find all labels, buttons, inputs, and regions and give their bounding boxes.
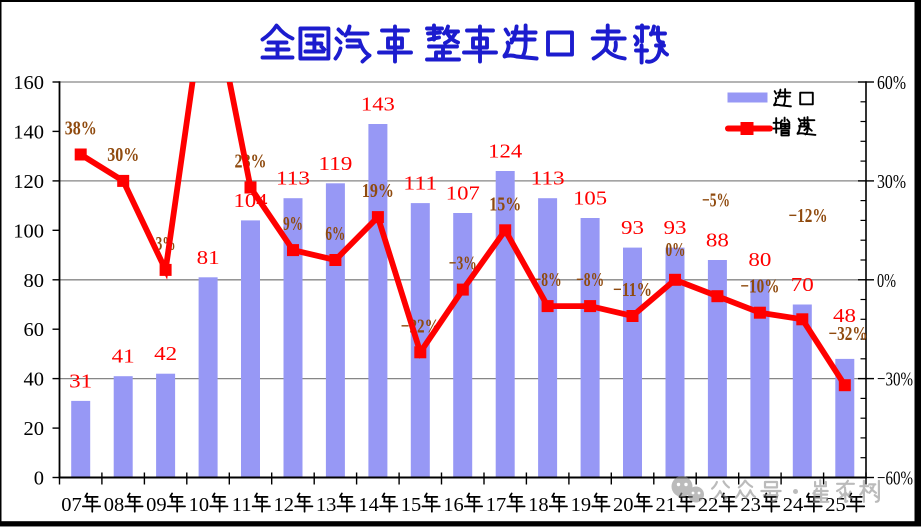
svg-text:−11%: −11% <box>613 279 652 301</box>
svg-text:−3%: −3% <box>449 253 477 275</box>
svg-text:15: 15 <box>401 494 422 516</box>
svg-text:30%: 30% <box>107 144 139 166</box>
svg-text:20: 20 <box>613 494 634 516</box>
svg-text:14: 14 <box>358 494 379 516</box>
svg-text:0%: 0% <box>666 239 686 261</box>
svg-text:11: 11 <box>232 494 252 516</box>
svg-text:19: 19 <box>571 494 592 516</box>
svg-text:28%: 28% <box>235 151 267 173</box>
svg-text:−30%: −30% <box>877 369 913 391</box>
svg-text:13: 13 <box>316 494 337 516</box>
svg-text:21: 21 <box>656 494 677 516</box>
svg-text:−12%: −12% <box>789 205 828 227</box>
svg-text:119: 119 <box>318 153 352 175</box>
svg-text:9%: 9% <box>283 213 303 235</box>
svg-text:0%: 0% <box>877 270 896 292</box>
svg-text:25: 25 <box>825 494 846 516</box>
svg-text:42: 42 <box>154 343 177 365</box>
svg-text:105: 105 <box>573 188 607 210</box>
svg-text:−32%: −32% <box>829 323 868 345</box>
svg-text:81: 81 <box>197 247 220 269</box>
svg-text:−10%: −10% <box>740 276 779 298</box>
svg-text:17: 17 <box>486 494 507 516</box>
svg-text:93: 93 <box>664 217 687 239</box>
svg-text:0: 0 <box>34 468 44 490</box>
svg-text:107: 107 <box>446 183 480 205</box>
svg-text:93: 93 <box>621 217 644 239</box>
svg-text:19%: 19% <box>362 180 394 202</box>
svg-text:124: 124 <box>488 141 522 163</box>
svg-text:16: 16 <box>443 494 464 516</box>
svg-text:07: 07 <box>61 494 82 516</box>
svg-text:111: 111 <box>403 173 437 195</box>
svg-text:88: 88 <box>706 230 729 252</box>
svg-text:38%: 38% <box>65 118 97 140</box>
svg-text:12: 12 <box>274 494 295 516</box>
svg-text:60%: 60% <box>877 72 906 94</box>
svg-text:48: 48 <box>833 305 856 327</box>
svg-text:41: 41 <box>112 346 135 368</box>
svg-text:30%: 30% <box>877 171 906 193</box>
svg-text:15%: 15% <box>489 193 521 215</box>
svg-text:143: 143 <box>361 94 395 116</box>
svg-text:60: 60 <box>24 319 45 341</box>
svg-text:6%: 6% <box>325 223 345 245</box>
svg-text:31: 31 <box>69 370 92 392</box>
svg-text:80: 80 <box>748 249 771 271</box>
svg-text:−8%: −8% <box>576 269 604 291</box>
svg-text:−8%: −8% <box>534 269 562 291</box>
svg-text:100: 100 <box>13 220 44 242</box>
svg-text:23: 23 <box>740 494 761 516</box>
svg-text:24: 24 <box>783 494 804 516</box>
svg-text:113: 113 <box>531 168 565 190</box>
svg-text:80: 80 <box>24 270 45 292</box>
svg-text:70: 70 <box>791 274 814 296</box>
svg-text:−60%: −60% <box>877 468 913 490</box>
svg-text:10: 10 <box>189 494 210 516</box>
svg-text:08: 08 <box>104 494 125 516</box>
svg-text:140: 140 <box>13 121 44 143</box>
svg-text:09: 09 <box>146 494 167 516</box>
svg-text:40: 40 <box>24 369 45 391</box>
svg-text:113: 113 <box>276 168 310 190</box>
svg-text:120: 120 <box>13 171 44 193</box>
svg-text:18: 18 <box>528 494 549 516</box>
svg-text:20: 20 <box>24 418 45 440</box>
svg-text:160: 160 <box>13 72 44 94</box>
svg-text:−5%: −5% <box>702 190 730 212</box>
